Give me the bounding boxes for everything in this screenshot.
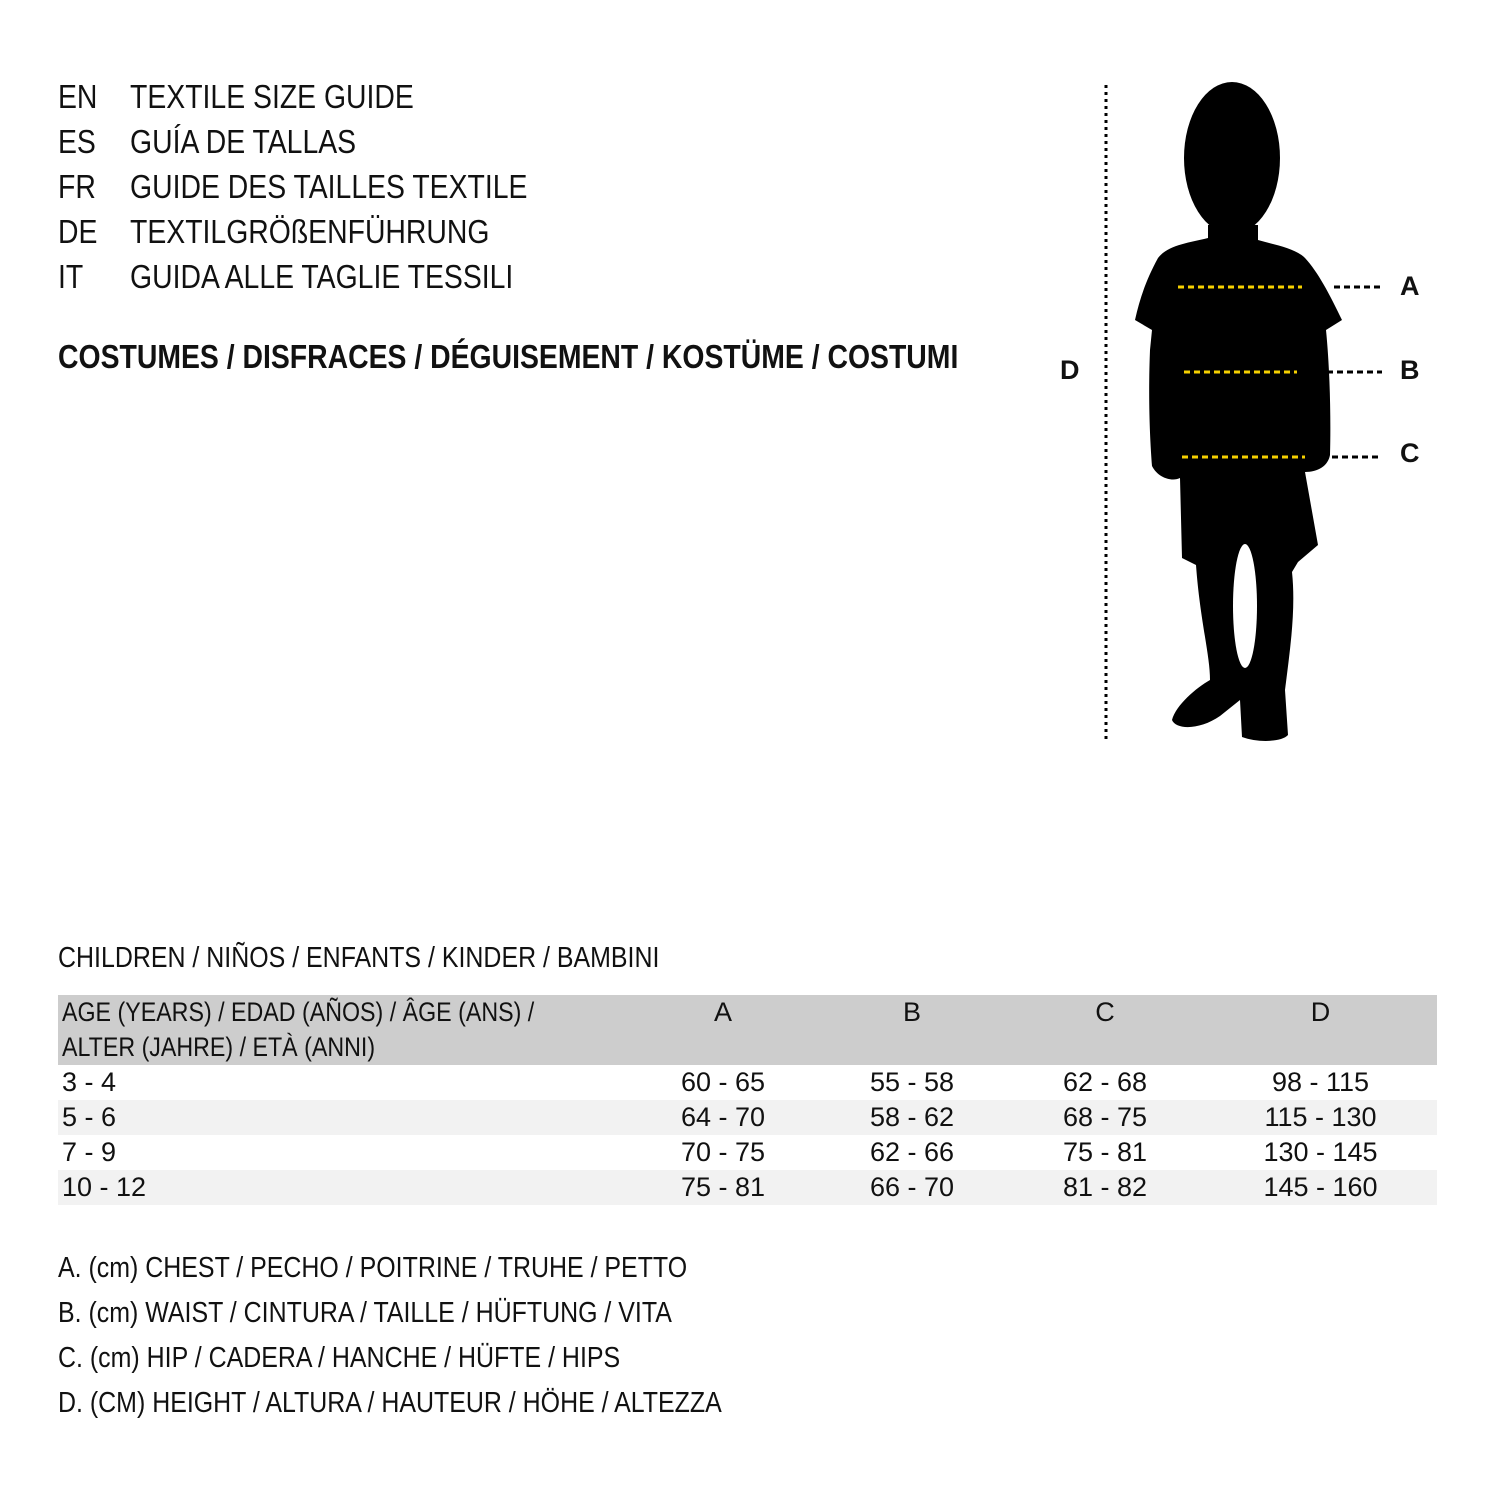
section-text: CHILDREN / NIÑOS / ENFANTS / KINDER / BA…: [58, 942, 660, 974]
leader-lines: [1327, 285, 1382, 459]
table-header-row: AGE (YEARS) / EDAD (AÑOS) / ÂGE (ANS) / …: [58, 995, 1437, 1065]
lang-code: DE: [58, 213, 98, 250]
cell-b: 66 - 70: [869, 1172, 955, 1202]
header-d: D: [1310, 997, 1331, 1027]
leg-gap: [1233, 544, 1257, 668]
label-d: D: [1060, 355, 1080, 385]
legend-item-chest: A. (cm) CHEST / PECHO / POITRINE / TRUHE…: [58, 1250, 790, 1286]
lang-code: EN: [58, 78, 98, 115]
cell-d: 145 - 160: [1263, 1172, 1378, 1202]
cell-c: 68 - 75: [1062, 1102, 1148, 1132]
child-silhouette-figure: [1104, 82, 1382, 742]
legend-text: D. (CM) HEIGHT / ALTURA / HAUTEUR / HÖHE…: [58, 1387, 722, 1419]
cell-b: 58 - 62: [869, 1102, 955, 1132]
lang-title: GUÍA DE TALLAS: [130, 123, 357, 160]
header-a: A: [713, 997, 732, 1027]
lang-title: TEXTILGRÖßENFÜHRUNG: [130, 213, 490, 250]
lang-code: IT: [58, 258, 84, 295]
label-b: B: [1400, 355, 1420, 385]
lang-title: GUIDA ALLE TAGLIE TESSILI: [130, 258, 514, 295]
cell-d: 98 - 115: [1271, 1067, 1370, 1097]
cell-c: 62 - 68: [1062, 1067, 1148, 1097]
cell-a: 64 - 70: [680, 1102, 766, 1132]
legend-item-waist: B. (cm) WAIST / CINTURA / TAILLE / HÜFTU…: [58, 1295, 772, 1331]
section-heading: CHILDREN / NIÑOS / ENFANTS / KINDER / BA…: [58, 940, 757, 976]
cell-a: 75 - 81: [680, 1172, 766, 1202]
cell-a: 60 - 65: [680, 1067, 766, 1097]
table-row: 5 - 6 64 - 70 58 - 62 68 - 75 115 - 130: [58, 1100, 1437, 1135]
lang-code: FR: [58, 168, 96, 205]
cell-d: 130 - 145: [1263, 1137, 1378, 1167]
legend-item-height: D. (CM) HEIGHT / ALTURA / HAUTEUR / HÖHE…: [58, 1385, 830, 1421]
label-a: A: [1400, 271, 1420, 301]
lang-code: ES: [58, 123, 96, 160]
lang-title: TEXTILE SIZE GUIDE: [130, 78, 414, 115]
cell-d: 115 - 130: [1264, 1102, 1377, 1132]
child-silhouette-icon: [1135, 82, 1342, 741]
measure-lines: [1178, 285, 1305, 459]
table-row: 3 - 4 60 - 65 55 - 58 62 - 68 98 - 115: [58, 1065, 1437, 1100]
legend-text: B. (cm) WAIST / CINTURA / TAILLE / HÜFTU…: [58, 1297, 672, 1329]
cell-c: 81 - 82: [1062, 1172, 1148, 1202]
header-age: AGE (YEARS) / EDAD (AÑOS) / ÂGE (ANS) / …: [58, 995, 628, 1065]
size-table: AGE (YEARS) / EDAD (AÑOS) / ÂGE (ANS) / …: [58, 995, 1437, 1205]
cell-age: 5 - 6: [62, 1102, 117, 1132]
cell-age: 10 - 12: [62, 1172, 147, 1202]
header-age-line1: AGE (YEARS) / EDAD (AÑOS) / ÂGE (ANS) /: [62, 997, 535, 1027]
table-row: 10 - 12 75 - 81 66 - 70 81 - 82 145 - 16…: [58, 1170, 1437, 1205]
legend-item-hip: C. (cm) HIP / CADERA / HANCHE / HÜFTE / …: [58, 1340, 712, 1376]
cell-b: 62 - 66: [869, 1137, 955, 1167]
cell-age: 3 - 4: [62, 1067, 117, 1097]
cell-c: 75 - 81: [1062, 1137, 1148, 1167]
subtitle: COSTUMES / DISFRACES / DÉGUISEMENT / KOS…: [58, 337, 1105, 377]
cell-a: 70 - 75: [680, 1137, 766, 1167]
legend-text: C. (cm) HIP / CADERA / HANCHE / HÜFTE / …: [58, 1342, 621, 1374]
label-c: C: [1400, 438, 1420, 468]
cell-age: 7 - 9: [62, 1137, 117, 1167]
cell-b: 55 - 58: [869, 1067, 955, 1097]
header-age-line2: ALTER (JAHRE) / ETÀ (ANNI): [62, 1032, 376, 1062]
header-c: C: [1095, 997, 1115, 1027]
table-row: 7 - 9 70 - 75 62 - 66 75 - 81 130 - 145: [58, 1135, 1437, 1170]
legend-text: A. (cm) CHEST / PECHO / POITRINE / TRUHE…: [58, 1252, 688, 1284]
subtitle-text: COSTUMES / DISFRACES / DÉGUISEMENT / KOS…: [58, 338, 959, 375]
lang-title: GUIDE DES TAILLES TEXTILE: [130, 168, 528, 205]
header-b: B: [902, 997, 921, 1027]
